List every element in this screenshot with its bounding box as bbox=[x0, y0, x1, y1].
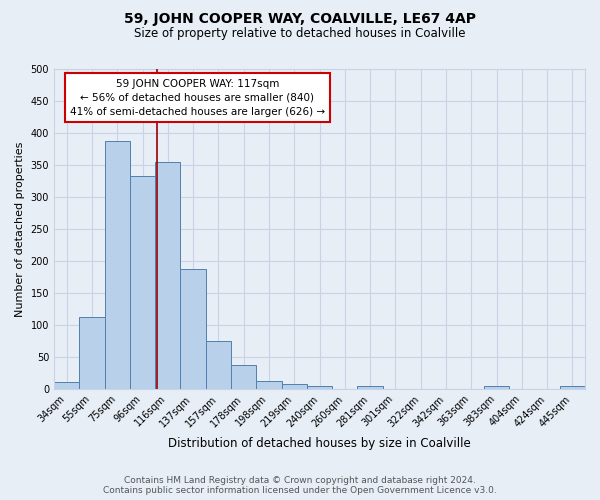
Bar bbox=[256, 380, 281, 389]
Bar bbox=[484, 386, 509, 389]
Text: Size of property relative to detached houses in Coalville: Size of property relative to detached ho… bbox=[134, 28, 466, 40]
Bar bbox=[231, 364, 256, 389]
Text: 59 JOHN COOPER WAY: 117sqm
← 56% of detached houses are smaller (840)
41% of sem: 59 JOHN COOPER WAY: 117sqm ← 56% of deta… bbox=[70, 78, 325, 116]
Bar bbox=[307, 386, 332, 389]
Bar bbox=[54, 382, 79, 389]
Bar bbox=[104, 142, 130, 389]
Bar bbox=[560, 386, 585, 389]
Y-axis label: Number of detached properties: Number of detached properties bbox=[15, 142, 25, 316]
Bar bbox=[281, 384, 307, 389]
X-axis label: Distribution of detached houses by size in Coalville: Distribution of detached houses by size … bbox=[168, 437, 471, 450]
Bar bbox=[79, 316, 104, 389]
Bar bbox=[181, 268, 206, 389]
Bar bbox=[155, 162, 181, 389]
Bar bbox=[206, 341, 231, 389]
Text: Contains HM Land Registry data © Crown copyright and database right 2024.
Contai: Contains HM Land Registry data © Crown c… bbox=[103, 476, 497, 495]
Text: 59, JOHN COOPER WAY, COALVILLE, LE67 4AP: 59, JOHN COOPER WAY, COALVILLE, LE67 4AP bbox=[124, 12, 476, 26]
Bar bbox=[130, 176, 155, 389]
Bar bbox=[358, 386, 383, 389]
